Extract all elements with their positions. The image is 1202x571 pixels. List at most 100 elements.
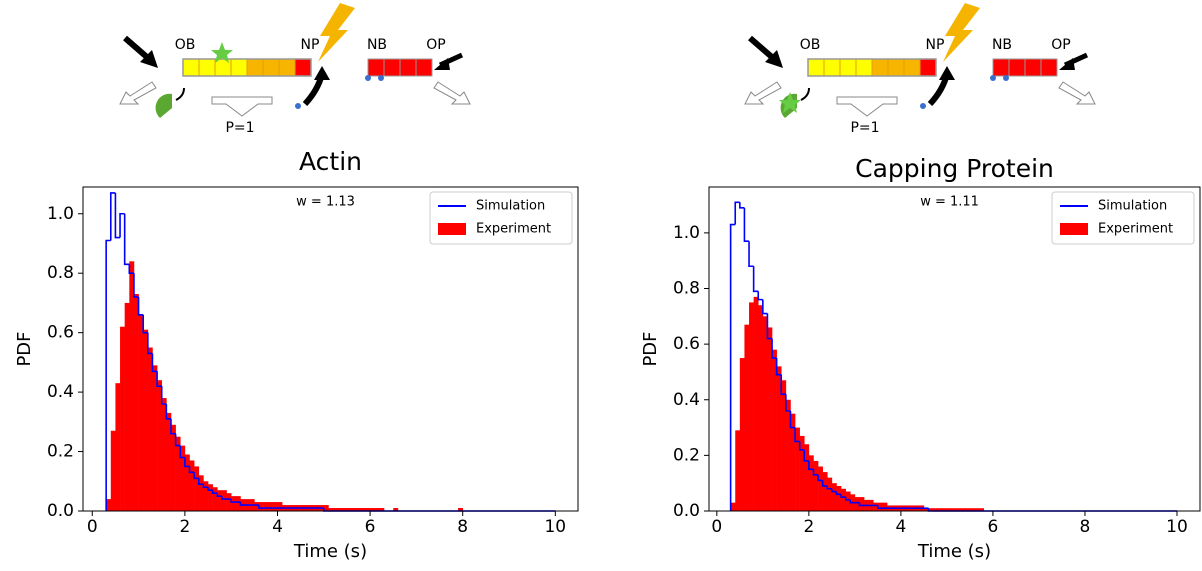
bar xyxy=(956,508,962,511)
bar xyxy=(799,435,805,511)
bar xyxy=(346,508,352,511)
hollow-arrow xyxy=(744,81,782,105)
bar xyxy=(258,502,264,511)
bar xyxy=(877,502,883,511)
diagram-label: OB xyxy=(800,37,821,53)
bar xyxy=(965,508,971,511)
subunit xyxy=(367,58,385,77)
bar-outline xyxy=(807,58,937,77)
diagram-label: OP xyxy=(426,37,445,53)
bar xyxy=(730,502,736,511)
step xyxy=(207,487,213,491)
subunit xyxy=(198,58,216,77)
subunit xyxy=(415,58,433,77)
y-tick-label: 0.6 xyxy=(673,334,700,354)
subunit xyxy=(992,58,1010,77)
step xyxy=(230,499,236,503)
step xyxy=(734,201,740,225)
subunit xyxy=(855,58,873,77)
arrow xyxy=(123,35,150,61)
step xyxy=(142,314,148,334)
bar xyxy=(923,508,929,511)
annotation: w = 1.13 xyxy=(296,195,355,210)
subunit xyxy=(807,58,825,77)
bar xyxy=(263,502,269,511)
step xyxy=(729,223,736,511)
bar xyxy=(110,430,116,511)
step xyxy=(798,441,805,451)
legend-swatch xyxy=(438,223,466,235)
step xyxy=(794,427,800,443)
x-tick-label: 0 xyxy=(87,517,98,537)
bar xyxy=(138,314,144,511)
y-axis-label: PDF xyxy=(14,331,35,366)
bar xyxy=(217,490,223,511)
bar xyxy=(120,326,125,511)
subunit xyxy=(1040,58,1058,77)
arrow xyxy=(748,35,775,61)
bar xyxy=(873,502,879,511)
step xyxy=(197,478,204,486)
legend-label: Experiment xyxy=(476,222,551,237)
legend-label: Simulation xyxy=(476,199,545,214)
bar xyxy=(831,483,837,511)
bar xyxy=(836,485,842,511)
hollow-arrow xyxy=(211,96,273,117)
subunit xyxy=(823,58,841,77)
step xyxy=(216,493,222,497)
bar xyxy=(277,502,283,511)
x-tick-label: 0 xyxy=(711,517,722,537)
bar xyxy=(808,455,814,511)
bar xyxy=(379,508,385,511)
x-axis-label: Time (s) xyxy=(917,541,991,562)
step xyxy=(858,502,865,507)
bar xyxy=(946,508,952,511)
step xyxy=(780,374,786,395)
subunit xyxy=(1024,58,1042,77)
dot xyxy=(295,103,301,109)
bar xyxy=(133,294,139,511)
subunit xyxy=(294,58,312,77)
y-tick-label: 1.0 xyxy=(673,223,700,243)
bar xyxy=(342,508,348,511)
bar xyxy=(198,475,204,511)
legend-label: Experiment xyxy=(1098,222,1173,237)
diagram-label: NB xyxy=(367,37,387,53)
subunit xyxy=(230,58,248,77)
x-axis-label: Time (s) xyxy=(293,541,367,562)
subunit xyxy=(262,58,280,77)
bar xyxy=(106,499,112,511)
bar xyxy=(254,502,260,511)
y-tick-label: 0.4 xyxy=(673,390,700,410)
bar xyxy=(374,508,380,511)
diagram-label: NB xyxy=(992,37,1012,53)
x-tick-label: 10 xyxy=(1166,517,1188,537)
step xyxy=(835,491,842,496)
diagram-label: NP xyxy=(301,37,320,53)
chart-title: Actin xyxy=(299,147,362,176)
y-tick-label: 0.4 xyxy=(47,382,74,402)
step xyxy=(184,457,190,468)
bar xyxy=(841,488,846,511)
step xyxy=(151,353,158,373)
step xyxy=(849,499,855,504)
subunit xyxy=(246,58,264,77)
bar xyxy=(813,460,819,511)
step xyxy=(821,480,828,487)
step xyxy=(771,338,777,359)
bar xyxy=(175,436,181,511)
bar xyxy=(974,508,980,511)
bar xyxy=(822,472,828,511)
dot xyxy=(990,75,996,81)
bar xyxy=(147,347,153,511)
subunit xyxy=(383,58,401,77)
bar xyxy=(360,508,366,511)
bar xyxy=(762,316,768,511)
bar xyxy=(772,349,777,511)
bar xyxy=(951,508,957,511)
bar-outline xyxy=(182,58,312,77)
bar xyxy=(739,358,745,511)
hollow-arrow xyxy=(836,96,898,117)
step xyxy=(105,239,111,511)
y-tick-label: 0.8 xyxy=(47,263,74,283)
